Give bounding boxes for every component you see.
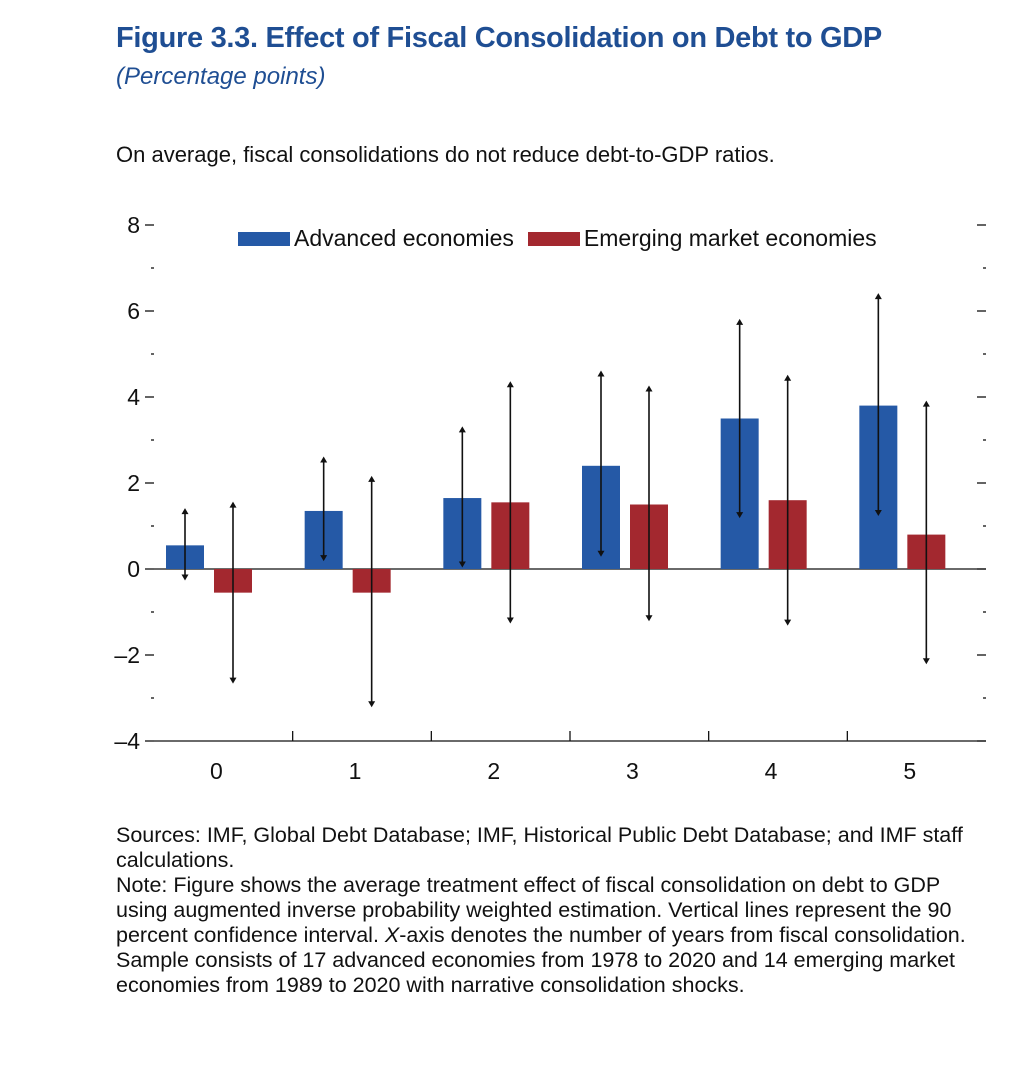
bar-chart: –4 –2 0 2 4 6 8 0 1 2 3 4 5 [114, 212, 986, 784]
sources-text: Sources: IMF, Global Debt Database; IMF,… [116, 823, 963, 872]
ci-cap-top [181, 508, 189, 515]
x-tick-label: 5 [903, 758, 916, 784]
footnotes: Sources: IMF, Global Debt Database; IMF,… [116, 823, 996, 998]
ci-cap-top [784, 374, 792, 381]
y-tick-label: 4 [127, 384, 140, 410]
note-axis-letter: X [384, 923, 400, 947]
ci-cap-top [736, 318, 744, 325]
ci-cap-bottom [736, 512, 744, 519]
y-tick-label: –2 [114, 642, 140, 668]
ci-cap-top [320, 456, 328, 463]
legend-swatch-emerging [527, 231, 580, 246]
figure-title: Figure 3.3. Effect of Fiscal Consolidati… [116, 22, 882, 54]
legend-swatch-advanced [238, 231, 290, 246]
ci-cap-bottom [874, 509, 882, 516]
y-tick-label: 2 [127, 470, 140, 496]
ci-cap-top [645, 385, 653, 392]
legend-label-advanced: Advanced economies [294, 225, 514, 251]
ci-cap-bottom [645, 615, 653, 622]
legend: Advanced economies Emerging market econo… [238, 225, 891, 252]
ci-cap-bottom [229, 677, 237, 684]
ci-cap-bottom [458, 561, 466, 568]
ci-cap-top [597, 370, 605, 377]
legend-label-emerging: Emerging market economies [583, 225, 877, 251]
x-tick-label: 2 [487, 758, 500, 784]
figure-summary: On average, fiscal consolidations do not… [116, 142, 775, 167]
y-tick-label: 0 [127, 556, 140, 582]
x-tick-label: 1 [349, 758, 362, 784]
ci-cap-top [368, 475, 376, 482]
legend-item-emerging: Emerging market economies [527, 225, 877, 252]
ci-cap-bottom [922, 658, 930, 665]
x-tick-label: 3 [626, 758, 639, 784]
ci-cap-bottom [320, 555, 328, 562]
ci-cap-top [506, 381, 514, 388]
y-tick-label: –4 [114, 728, 140, 754]
ci-cap-bottom [181, 574, 189, 581]
y-tick-label: 8 [127, 212, 140, 238]
y-tick-label: 6 [127, 298, 140, 324]
ci-cap-top [229, 501, 237, 508]
ci-cap-top [874, 293, 882, 300]
ci-cap-bottom [784, 619, 792, 626]
ci-cap-bottom [597, 550, 605, 557]
x-tick-label: 4 [765, 758, 778, 784]
ci-cap-top [922, 400, 930, 407]
ci-cap-bottom [368, 701, 376, 708]
ci-cap-top [458, 426, 466, 433]
legend-item-advanced: Advanced economies [238, 225, 514, 252]
note-text: Note: Figure shows the average treatment… [116, 873, 996, 998]
ci-cap-bottom [506, 617, 514, 624]
figure-subtitle: (Percentage points) [116, 63, 326, 90]
x-tick-label: 0 [210, 758, 223, 784]
note-rest: -axis denotes the number of years from f… [116, 923, 966, 997]
note-prefix: Note: Figure shows the average treatment… [116, 873, 952, 947]
